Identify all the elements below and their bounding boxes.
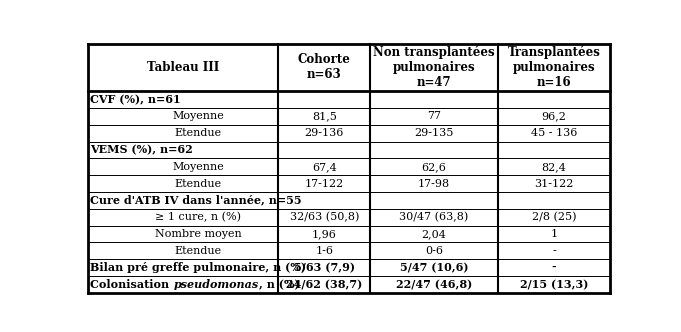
Text: 62,6: 62,6 [422,162,446,172]
Text: 30/47 (63,8): 30/47 (63,8) [399,212,469,222]
Text: 24/62 (38,7): 24/62 (38,7) [286,279,362,290]
Text: Moyenne: Moyenne [172,162,224,172]
Text: 31-122: 31-122 [535,179,574,189]
Text: -: - [552,262,556,273]
Text: 1: 1 [550,229,558,239]
Text: Etendue: Etendue [175,128,222,138]
Text: 22/47 (46,8): 22/47 (46,8) [396,279,472,290]
Text: 5/47 (10,6): 5/47 (10,6) [400,262,468,273]
Text: Etendue: Etendue [175,246,222,256]
Text: Cohorte
n=63: Cohorte n=63 [298,53,351,81]
Text: Nombre moyen: Nombre moyen [155,229,242,239]
Text: 5/63 (7,9): 5/63 (7,9) [294,262,355,273]
Text: 1-6: 1-6 [315,246,333,256]
Text: 17-122: 17-122 [304,179,344,189]
Text: Colonisation: Colonisation [91,279,174,290]
Text: 1,96: 1,96 [312,229,336,239]
Text: Moyenne: Moyenne [172,111,224,121]
Text: Bilan pré greffe pulmonaire, n (%): Bilan pré greffe pulmonaire, n (%) [91,262,306,273]
Text: 67,4: 67,4 [312,162,336,172]
Text: 29-136: 29-136 [304,128,344,138]
Text: Tableau III: Tableau III [147,61,219,74]
Text: pseudomonas: pseudomonas [174,279,259,290]
Text: Cure d'ATB IV dans l'année, n=55: Cure d'ATB IV dans l'année, n=55 [91,195,302,206]
Text: Non transplantées
pulmonaires
n=47: Non transplantées pulmonaires n=47 [373,45,494,89]
Text: ≥ 1 cure, n (%): ≥ 1 cure, n (%) [155,212,241,222]
Text: 17-98: 17-98 [418,179,450,189]
Text: 29-135: 29-135 [414,128,454,138]
Text: 2/15 (13,3): 2/15 (13,3) [520,279,588,290]
Text: Transplantées
pulmonaires
n=16: Transplantées pulmonaires n=16 [507,45,601,89]
Text: 0-6: 0-6 [425,246,443,256]
Text: 2/8 (25): 2/8 (25) [532,212,576,222]
Text: 77: 77 [427,111,441,121]
Text: , n (%): , n (%) [259,279,299,290]
Text: VEMS (%), n=62: VEMS (%), n=62 [91,144,193,155]
Text: Etendue: Etendue [175,179,222,189]
Text: 45 - 136: 45 - 136 [531,128,577,138]
Text: 96,2: 96,2 [541,111,567,121]
Text: 32/63 (50,8): 32/63 (50,8) [289,212,359,222]
Text: CVF (%), n=61: CVF (%), n=61 [91,94,181,105]
Text: 81,5: 81,5 [312,111,336,121]
Text: 82,4: 82,4 [541,162,567,172]
Text: 2,04: 2,04 [422,229,446,239]
Text: -: - [552,246,556,256]
